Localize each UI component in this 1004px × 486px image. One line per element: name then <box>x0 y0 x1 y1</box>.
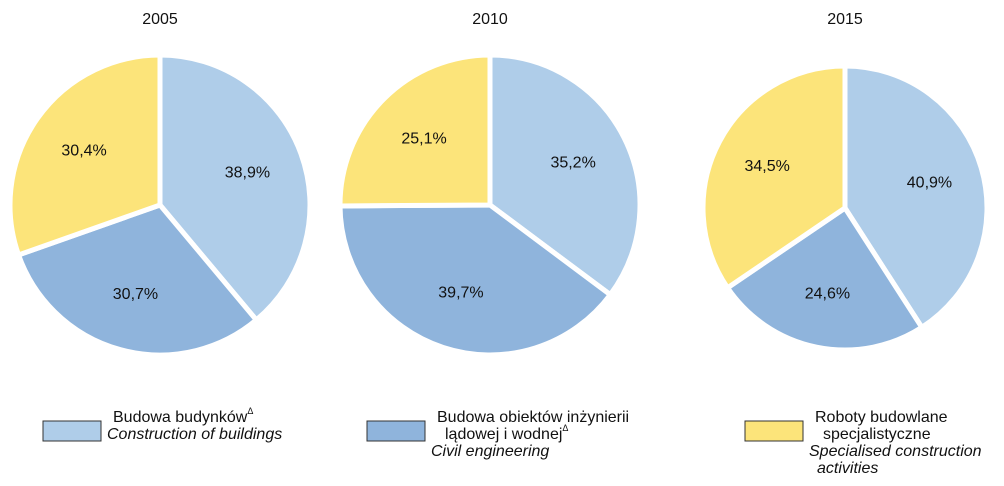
data-label: 30,4% <box>61 143 106 160</box>
legend-label-en: Civil engineering <box>431 443 549 460</box>
legend-label-en: Construction of buildings <box>107 426 282 443</box>
legend-text: Budowa budynków <box>113 409 248 426</box>
legend-mark: Δ <box>247 406 253 416</box>
legend-text: Roboty budowlane <box>815 409 948 426</box>
data-label: 35,2% <box>550 155 595 172</box>
pie-slice <box>724 204 926 353</box>
legend-swatch <box>366 420 426 442</box>
legend-text: lądowej i wodnej <box>445 426 562 443</box>
chart-title: 2010 <box>472 11 508 28</box>
chart-title: 2015 <box>827 11 863 28</box>
legend-swatch <box>42 420 102 442</box>
legend-text: Budowa obiektów inżynierii <box>437 409 629 426</box>
pie-slice <box>487 52 643 299</box>
legend-label: specjalistyczne <box>823 426 931 443</box>
data-label: 34,5% <box>745 158 790 175</box>
legend-text: specjalistyczne <box>823 426 931 443</box>
chart-title: 2005 <box>142 11 178 28</box>
pie-slice <box>7 52 163 259</box>
data-label: 39,7% <box>438 285 483 302</box>
pie-slice <box>157 52 313 324</box>
data-label: 30,7% <box>113 286 158 303</box>
data-label: 25,1% <box>401 131 446 148</box>
pie-slice <box>337 52 493 209</box>
legend-label-en: Specialised construction <box>809 443 982 460</box>
legend-label: Budowa budynkówΔ <box>113 406 253 426</box>
legend-label: lądowej i wodnejΔ <box>445 423 568 443</box>
legend-swatch <box>744 420 804 442</box>
legend-label: Budowa obiektów inżynierii <box>437 409 629 426</box>
legend-mark: Δ <box>562 423 568 433</box>
data-label: 38,9% <box>225 164 270 181</box>
data-label: 24,6% <box>805 285 850 302</box>
legend-label-en: activities <box>817 460 878 477</box>
legend-label: Roboty budowlane <box>815 409 948 426</box>
data-label: 40,9% <box>907 174 952 191</box>
pie-slice <box>337 202 614 358</box>
pie-slice <box>15 202 260 358</box>
pie-slice <box>700 63 848 292</box>
